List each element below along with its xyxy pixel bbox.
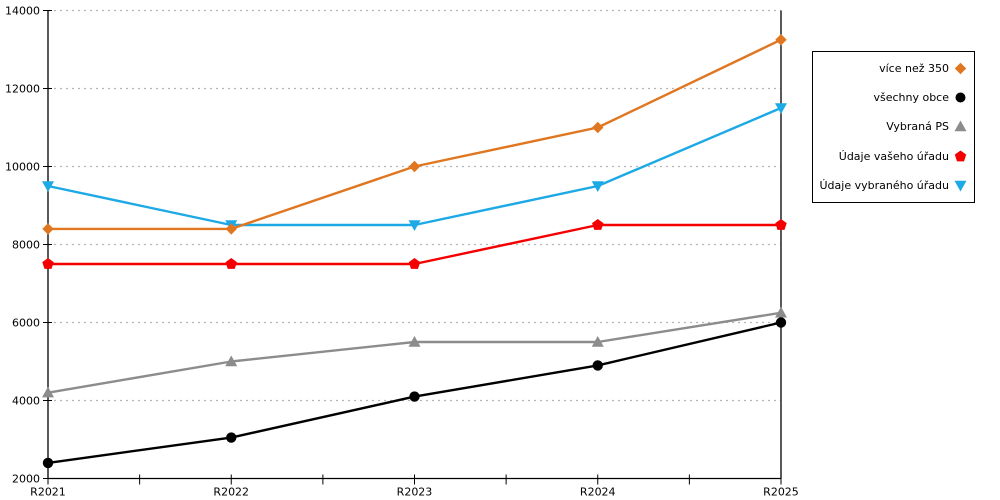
legend-item-v-ce-ne-350: více než 350: [879, 61, 967, 76]
data-point-daje-vybran-ho-adu: [42, 181, 54, 192]
diamond-icon: [954, 62, 967, 75]
chart-legend: více než 350 všechny obce Vybraná PS Údaje …: [812, 51, 975, 203]
data-point-vybran-ps: [775, 306, 787, 318]
data-point-daje-va-eho-adu: [408, 258, 421, 269]
data-point-v-echny-obce: [592, 360, 603, 371]
triangle-down-icon: [954, 180, 967, 192]
y-axis-label: 10000: [5, 161, 40, 174]
data-point-v-ce-ne-350: [592, 121, 604, 134]
data-point-vybran-ps: [225, 355, 238, 367]
data-point-daje-vybran-ho-adu: [591, 181, 604, 192]
circle-icon: [955, 92, 966, 103]
y-axis-label: 14000: [5, 5, 40, 18]
data-point-v-echny-obce: [42, 457, 54, 469]
data-point-v-echny-obce: [409, 391, 420, 402]
series-line-v-ce-ne-350: [48, 38, 782, 231]
series-line-vybran-ps: [47, 311, 782, 394]
legend-item-v-echny-obce: všechny obce: [873, 90, 967, 105]
legend-item-daje-vybran-ho-adu: Údaje vybraného úřadu: [820, 178, 968, 193]
pentagon-icon: [954, 150, 967, 162]
data-point-vybran-ps: [591, 336, 604, 347]
data-point-daje-va-eho-adu: [42, 258, 54, 269]
data-point-v-ce-ne-350: [42, 223, 54, 235]
legend-label: Vybraná PS: [886, 120, 949, 134]
data-point-daje-va-eho-adu: [775, 219, 787, 230]
legend-item-daje-va-eho-adu: Údaje vašeho úřadu: [839, 149, 967, 164]
data-point-daje-vybran-ho-adu: [408, 220, 421, 231]
x-axis-label: R2024: [580, 486, 616, 499]
triangle-up-icon: [954, 120, 967, 132]
y-axis-label: 8000: [12, 239, 40, 252]
y-axis-label: 12000: [5, 83, 40, 96]
x-axis-label: R2021: [30, 486, 66, 499]
x-axis-label: R2022: [213, 486, 249, 499]
legend-label: Údaje vybraného úřadu: [819, 178, 950, 192]
x-axis-label: R2023: [397, 486, 433, 499]
legend-label: Údaje vašeho úřadu: [838, 149, 949, 163]
data-point-v-echny-obce: [226, 432, 237, 443]
data-point-v-ce-ne-350: [225, 223, 237, 235]
data-point-vybran-ps: [42, 386, 54, 398]
y-axis-label: 2000: [12, 473, 40, 486]
legend-label: všechny obce: [873, 91, 949, 105]
y-axis-label: 6000: [12, 317, 40, 330]
data-point-daje-va-eho-adu: [225, 258, 237, 269]
data-point-v-echny-obce: [775, 317, 787, 328]
data-point-daje-va-eho-adu: [592, 219, 604, 230]
x-axis-label: R2025: [763, 486, 799, 499]
data-point-v-ce-ne-350: [408, 160, 421, 173]
data-point-v-ce-ne-350: [775, 34, 787, 46]
data-point-vybran-ps: [408, 336, 421, 347]
legend-label: více než 350: [879, 62, 949, 76]
y-axis-label: 4000: [12, 395, 40, 408]
data-point-daje-vybran-ho-adu: [775, 103, 787, 114]
legend-item-vybran-ps: Vybraná PS: [886, 119, 967, 134]
